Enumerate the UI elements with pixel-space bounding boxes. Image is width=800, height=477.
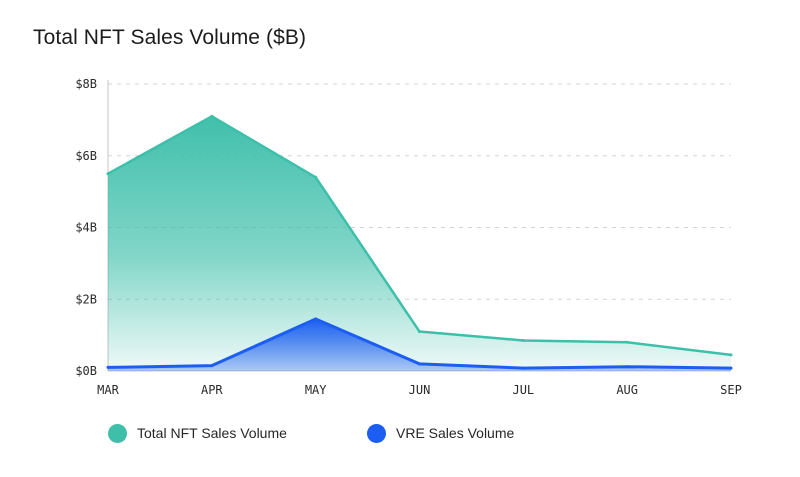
- x-tick-label: SEP: [720, 383, 742, 397]
- vre-volume-area: [108, 318, 731, 371]
- y-tick-label: $2B: [75, 292, 97, 306]
- x-tick-label: JUL: [512, 383, 534, 397]
- y-tick-label: $6B: [75, 149, 97, 163]
- total-volume-point: [210, 114, 214, 118]
- total-volume-point: [106, 172, 110, 176]
- y-tick-label: $0B: [75, 364, 97, 378]
- x-tick-label: MAR: [97, 383, 119, 397]
- vre-volume-point: [521, 366, 525, 370]
- vre-volume-point: [210, 364, 214, 368]
- x-tick-label: APR: [201, 383, 223, 397]
- legend-swatch-total: [108, 423, 127, 443]
- legend-swatch-vre: [367, 423, 386, 443]
- vre-volume-point: [314, 317, 318, 321]
- chart-title: Total NFT Sales Volume ($B): [33, 26, 307, 49]
- x-tick-label: AUG: [616, 383, 638, 397]
- legend-item-vre: VRE Sales Volume: [367, 421, 514, 445]
- legend-label-total: Total NFT Sales Volume: [137, 425, 287, 441]
- total-volume-point: [521, 339, 525, 343]
- total-volume-point: [729, 353, 733, 357]
- legend-item-total: Total NFT Sales Volume: [108, 421, 287, 445]
- vre-volume-point: [418, 362, 421, 366]
- vre-volume-point: [625, 365, 629, 369]
- total-volume-area: [108, 116, 731, 371]
- vre-volume-point: [106, 365, 110, 369]
- total-volume-point: [418, 330, 421, 334]
- total-volume-point: [625, 340, 629, 344]
- y-tick-label: $4B: [75, 221, 97, 235]
- vre-volume-point: [729, 366, 733, 370]
- x-tick-label: MAY: [305, 383, 327, 397]
- y-tick-label: $8B: [75, 77, 97, 91]
- chart-legend: Total NFT Sales Volume VRE Sales Volume: [0, 421, 800, 445]
- x-tick-label: JUN: [409, 383, 431, 397]
- total-volume-point: [314, 175, 318, 179]
- legend-label-vre: VRE Sales Volume: [396, 425, 515, 441]
